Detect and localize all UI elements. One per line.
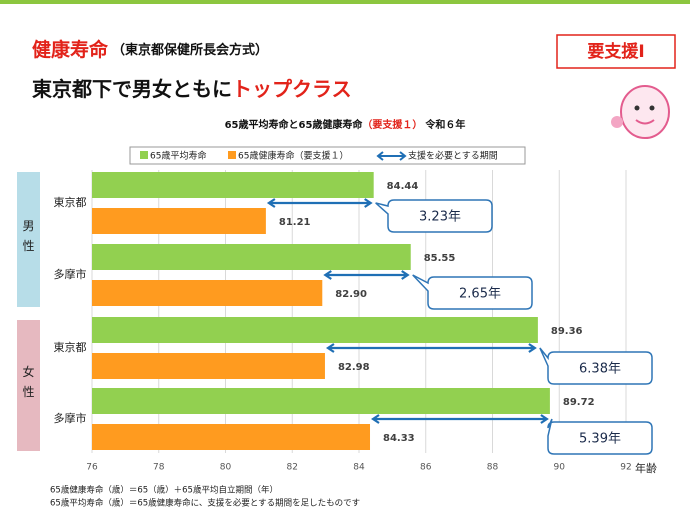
y-tick-label: 東京都: [54, 340, 87, 354]
group-band: [17, 172, 40, 307]
callout-box: [539, 347, 653, 385]
bar: [92, 317, 538, 343]
gap-arrow: [325, 343, 537, 353]
callout-label: 5.39年: [579, 432, 621, 447]
title-note: （東京都保健所長会方式）: [112, 42, 268, 58]
callout-box: [375, 199, 493, 233]
callout-label: 6.38年: [579, 362, 621, 377]
x-tick-label: 90: [554, 463, 566, 473]
footnote: 65歳健康寿命（歳）＝65（歳）＋65歳平均自立期間（年）: [50, 485, 278, 496]
chart-title-main: 65歳平均寿命と65歳健康寿命: [225, 118, 364, 131]
x-axis-label: 年齢: [635, 461, 657, 475]
subtitle: 東京都下で男女ともにトップクラス: [32, 77, 352, 101]
group-label: 女性: [21, 364, 35, 405]
chart-title-emph: （要支援１）: [362, 118, 422, 131]
gap-arrow: [266, 198, 373, 208]
x-tick-label: 76: [86, 463, 98, 473]
bar: [92, 172, 374, 198]
legend-swatch: [228, 151, 236, 159]
value-label: 81.21: [279, 217, 311, 228]
chart-title-year: 令和６年: [424, 118, 465, 131]
bar: [92, 388, 550, 414]
bar: [92, 208, 266, 234]
group-label: 男性: [21, 220, 35, 260]
value-label: 89.36: [551, 326, 583, 337]
value-label: 82.90: [335, 289, 367, 300]
subtitle-main: 東京都下で男女ともに: [32, 77, 232, 101]
badge-box: [556, 34, 676, 69]
badge: 要支援Ⅰ: [587, 41, 644, 62]
y-tick-label: 多摩市: [54, 267, 87, 281]
subtitle-emph: トップクラス: [232, 77, 352, 101]
value-label: 84.44: [387, 181, 419, 192]
value-label: 89.72: [563, 397, 595, 408]
title-main: 健康寿命: [32, 38, 109, 61]
x-tick-label: 92: [620, 463, 631, 473]
x-tick-label: 86: [420, 463, 432, 473]
value-label: 85.55: [424, 253, 456, 264]
legend-arrow: [376, 151, 407, 161]
group-band: [17, 320, 40, 451]
legend-label: 65歳平均寿命: [150, 150, 206, 162]
callout-box: [547, 418, 653, 455]
value-label: 82.98: [338, 362, 370, 373]
bar: [92, 244, 411, 270]
callout-label: 2.65年: [459, 287, 501, 302]
gap-arrow: [323, 270, 410, 280]
value-label: 84.33: [383, 433, 415, 444]
x-tick-label: 80: [220, 463, 232, 473]
top-bar: [0, 0, 690, 4]
legend-label: 支援を必要とする期間: [408, 150, 498, 162]
legend-swatch: [140, 151, 148, 159]
bar: [92, 280, 323, 306]
mascot: [611, 85, 670, 139]
gap-arrow: [371, 414, 549, 424]
x-tick-label: 88: [487, 463, 499, 473]
callout-label: 3.23年: [419, 210, 461, 225]
legend-label: 65歳健康寿命（要支援１）: [238, 150, 348, 162]
x-tick-label: 78: [153, 463, 165, 473]
y-tick-label: 多摩市: [54, 411, 87, 425]
x-tick-label: 84: [353, 463, 365, 473]
plot: 76 78 80 82 84 86 88 90 92 年齢 65歳平均寿命 65歳健康寿命（要支援１）…: [17, 150, 657, 475]
footnote: 65歳平均寿命（歳）＝65歳健康寿命に、支援を必要とする期間を足したものです: [50, 498, 360, 509]
bar: [92, 424, 371, 450]
x-tick-label: 82: [287, 463, 298, 473]
y-tick-label: 東京都: [54, 195, 87, 209]
bar: [92, 353, 325, 379]
chart-title: 65歳平均寿命と65歳健康寿命（要支援１） 令和６年: [225, 118, 466, 131]
callout-box: [412, 274, 533, 310]
title: 健康寿命 （東京都保健所長会方式）: [32, 38, 268, 61]
